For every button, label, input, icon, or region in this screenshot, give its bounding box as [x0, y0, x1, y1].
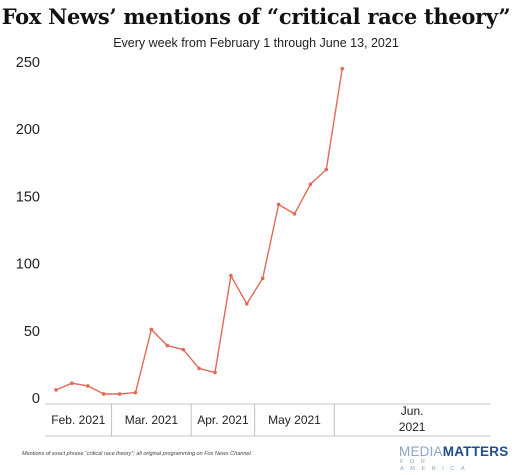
y-tick-label-100: 100 [16, 257, 40, 273]
data-point [149, 327, 154, 332]
series-line [55, 68, 343, 395]
y-tick-label-0: 0 [32, 391, 40, 407]
data-point [213, 370, 217, 375]
data-point [229, 273, 233, 278]
data-point [101, 392, 106, 396]
y-tick-label-200: 200 [16, 122, 40, 138]
month-label-line2: 2021 [399, 420, 426, 434]
y-tick-label-50: 50 [24, 324, 40, 340]
data-point [54, 388, 58, 392]
month-label-line1: Jun. [401, 404, 424, 418]
logo-part-matters: MATTERS [442, 444, 509, 459]
data-point [70, 381, 74, 386]
media-matters-logo: MEDIAMATTERS FOR AMERICA [399, 444, 508, 473]
month-label: Mar. 2021 [125, 413, 179, 427]
data-point [165, 343, 170, 348]
month-label: May 2021 [268, 413, 321, 427]
data-point [117, 392, 122, 396]
data-point [324, 167, 329, 172]
y-tick-label-150: 150 [16, 189, 40, 205]
data-point [340, 66, 345, 71]
data-point [292, 212, 297, 216]
logo-wordmark: MEDIAMATTERS [399, 444, 508, 459]
data-point [276, 202, 281, 207]
month-label: Feb. 2021 [51, 413, 105, 427]
logo-tagline: FOR AMERICA [400, 459, 472, 472]
chart-subtitle: Every week from February 1 through June … [113, 36, 399, 50]
month-label: Apr. 2021 [197, 413, 249, 427]
data-point [181, 347, 185, 352]
data-point [86, 384, 90, 388]
logo-part-media: MEDIA [399, 444, 443, 459]
data-point [260, 276, 265, 281]
chart-title: Fox News’ mentions of “critical race the… [1, 4, 511, 29]
data-point [308, 182, 313, 187]
data-point [245, 302, 249, 306]
y-tick-label-250: 250 [16, 55, 40, 71]
data-point [133, 390, 138, 395]
footnote: Mentions of exact phrase “critical race … [22, 451, 253, 457]
data-point [197, 366, 201, 371]
